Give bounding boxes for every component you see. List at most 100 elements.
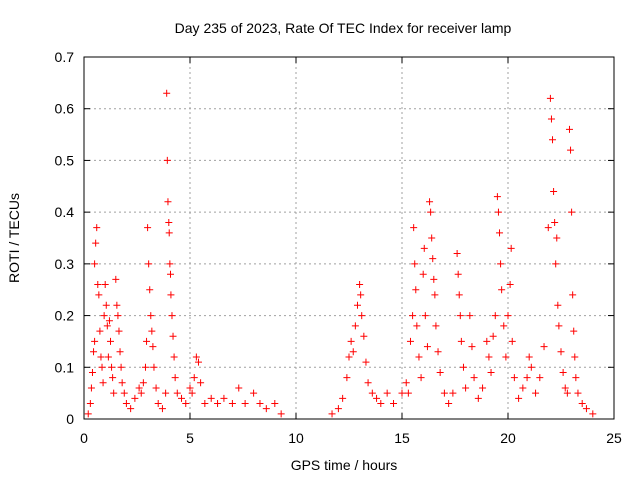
data-point xyxy=(158,405,166,413)
plot-frame xyxy=(83,56,615,420)
data-point xyxy=(88,368,96,376)
data-point xyxy=(131,394,139,402)
data-point xyxy=(523,374,531,382)
data-point xyxy=(334,405,342,413)
data-point xyxy=(427,208,435,216)
data-point xyxy=(570,327,578,335)
data-point xyxy=(141,363,149,371)
data-point xyxy=(368,389,376,397)
data-point xyxy=(552,260,560,268)
data-point xyxy=(186,384,194,392)
data-point xyxy=(171,374,179,382)
y-tick-label: 0 xyxy=(66,411,74,427)
data-point xyxy=(553,234,561,242)
data-point xyxy=(84,410,92,418)
data-point xyxy=(565,125,573,133)
data-point xyxy=(94,281,102,289)
data-point xyxy=(357,291,365,299)
data-point xyxy=(453,250,461,258)
data-point xyxy=(383,389,391,397)
data-point xyxy=(561,384,569,392)
data-point xyxy=(536,374,544,382)
data-point xyxy=(406,337,414,345)
y-tick-label: 0.3 xyxy=(55,256,75,272)
data-point xyxy=(421,312,429,320)
data-point xyxy=(540,343,548,351)
data-point xyxy=(92,239,100,247)
data-point xyxy=(436,368,444,376)
data-point xyxy=(145,260,153,268)
data-point xyxy=(410,224,418,232)
data-point xyxy=(154,399,162,407)
data-point xyxy=(165,229,173,237)
data-point xyxy=(95,291,103,299)
x-tick-label: 15 xyxy=(394,430,410,446)
data-point xyxy=(194,358,202,366)
data-point xyxy=(449,389,457,397)
data-point xyxy=(149,343,157,351)
data-point xyxy=(506,281,514,289)
data-point xyxy=(563,389,571,397)
x-tick-label: 10 xyxy=(288,430,304,446)
data-point xyxy=(510,374,518,382)
data-point xyxy=(91,337,99,345)
data-point xyxy=(567,146,575,154)
data-point xyxy=(148,327,156,335)
data-point xyxy=(500,322,508,330)
data-point xyxy=(466,312,474,320)
data-point xyxy=(493,193,501,201)
data-point xyxy=(115,327,123,335)
data-point xyxy=(456,312,464,320)
data-point xyxy=(491,312,499,320)
data-point xyxy=(415,353,423,361)
data-point xyxy=(147,312,155,320)
data-point xyxy=(459,363,467,371)
data-point xyxy=(502,353,510,361)
y-tick-label: 0.2 xyxy=(55,308,75,324)
data-point xyxy=(112,275,120,283)
y-tick-label: 0.4 xyxy=(55,204,75,220)
data-point xyxy=(568,208,576,216)
data-point xyxy=(445,399,453,407)
data-point xyxy=(404,389,412,397)
data-point xyxy=(440,389,448,397)
data-point xyxy=(116,348,124,356)
data-point xyxy=(356,281,364,289)
data-point xyxy=(250,389,258,397)
data-point xyxy=(554,301,562,309)
data-point xyxy=(547,115,555,123)
data-point xyxy=(108,363,116,371)
data-point xyxy=(102,301,110,309)
data-point xyxy=(430,275,438,283)
data-point xyxy=(349,348,357,356)
data-point xyxy=(166,270,174,278)
data-point xyxy=(163,89,171,97)
data-point xyxy=(431,291,439,299)
data-point xyxy=(487,368,495,376)
data-point xyxy=(167,291,175,299)
data-point xyxy=(146,286,154,294)
data-point xyxy=(507,244,515,252)
data-point xyxy=(508,337,516,345)
y-tick-labels: 0 0.1 0.2 0.3 0.4 0.5 0.6 0.7 xyxy=(55,49,75,427)
data-point xyxy=(188,389,196,397)
data-point xyxy=(241,399,249,407)
data-point xyxy=(173,389,181,397)
data-point xyxy=(557,348,565,356)
data-point xyxy=(164,198,172,206)
data-point xyxy=(462,384,470,392)
data-point xyxy=(420,244,428,252)
data-point xyxy=(519,384,527,392)
data-point xyxy=(468,343,476,351)
data-point xyxy=(120,389,128,397)
data-point xyxy=(398,389,406,397)
data-point xyxy=(235,384,243,392)
data-point xyxy=(122,399,130,407)
data-point xyxy=(190,374,198,382)
data-point xyxy=(364,379,372,387)
data-point xyxy=(474,394,482,402)
data-point xyxy=(377,399,385,407)
data-point xyxy=(412,286,420,294)
data-point xyxy=(571,353,579,361)
